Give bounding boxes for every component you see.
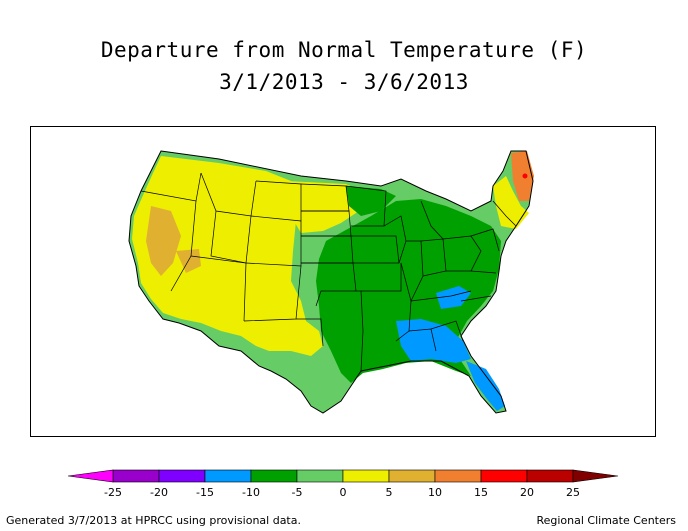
legend-swatch bbox=[388, 469, 436, 483]
region-warm-minor-northeast bbox=[493, 176, 529, 229]
legend-tick-label: -25 bbox=[104, 486, 122, 499]
region-warm-minor-plains bbox=[286, 181, 361, 233]
legend-swatch bbox=[204, 469, 252, 483]
legend-swatch bbox=[112, 469, 160, 483]
legend-swatch bbox=[480, 469, 528, 483]
generated-note: Generated 3/7/2013 at HPRCC using provis… bbox=[6, 514, 301, 527]
color-legend bbox=[67, 469, 619, 483]
date-range: 3/1/2013 - 3/6/2013 bbox=[219, 70, 469, 94]
map-title: Departure from Normal Temperature (F) bbox=[100, 38, 588, 62]
legend-swatch bbox=[526, 469, 574, 483]
us-temperature-map bbox=[128, 150, 534, 414]
legend-swatch bbox=[296, 469, 344, 483]
legend-tick-label: 10 bbox=[428, 486, 442, 499]
state-borders bbox=[128, 150, 534, 414]
legend-tick-label: 15 bbox=[474, 486, 488, 499]
legend-tick-label: -15 bbox=[196, 486, 214, 499]
legend-swatch bbox=[342, 469, 390, 483]
legend-tick-label: 0 bbox=[339, 486, 347, 499]
map-frame bbox=[30, 126, 656, 437]
legend-tick-label: -5 bbox=[291, 486, 303, 499]
region-warm-moderate-california bbox=[146, 206, 181, 276]
legend-tick-label: -20 bbox=[150, 486, 168, 499]
region-cold-florida bbox=[466, 361, 505, 411]
source-credit: Regional Climate Centers bbox=[536, 514, 676, 527]
region-warm-minor-west bbox=[132, 156, 323, 356]
legend-swatch bbox=[250, 469, 298, 483]
legend-tick-label: 5 bbox=[385, 486, 393, 499]
legend-tick-label: -10 bbox=[242, 486, 260, 499]
legend-tick-label: 20 bbox=[520, 486, 534, 499]
legend-tick-label: 25 bbox=[566, 486, 580, 499]
region-cold-tennessee bbox=[436, 286, 471, 309]
legend-low-arrow bbox=[67, 469, 114, 483]
legend-high-arrow bbox=[572, 469, 619, 483]
region-very-warm-spot bbox=[522, 173, 528, 179]
region-cool-north-central bbox=[346, 186, 396, 216]
legend-swatch bbox=[434, 469, 482, 483]
legend-swatch bbox=[158, 469, 206, 483]
